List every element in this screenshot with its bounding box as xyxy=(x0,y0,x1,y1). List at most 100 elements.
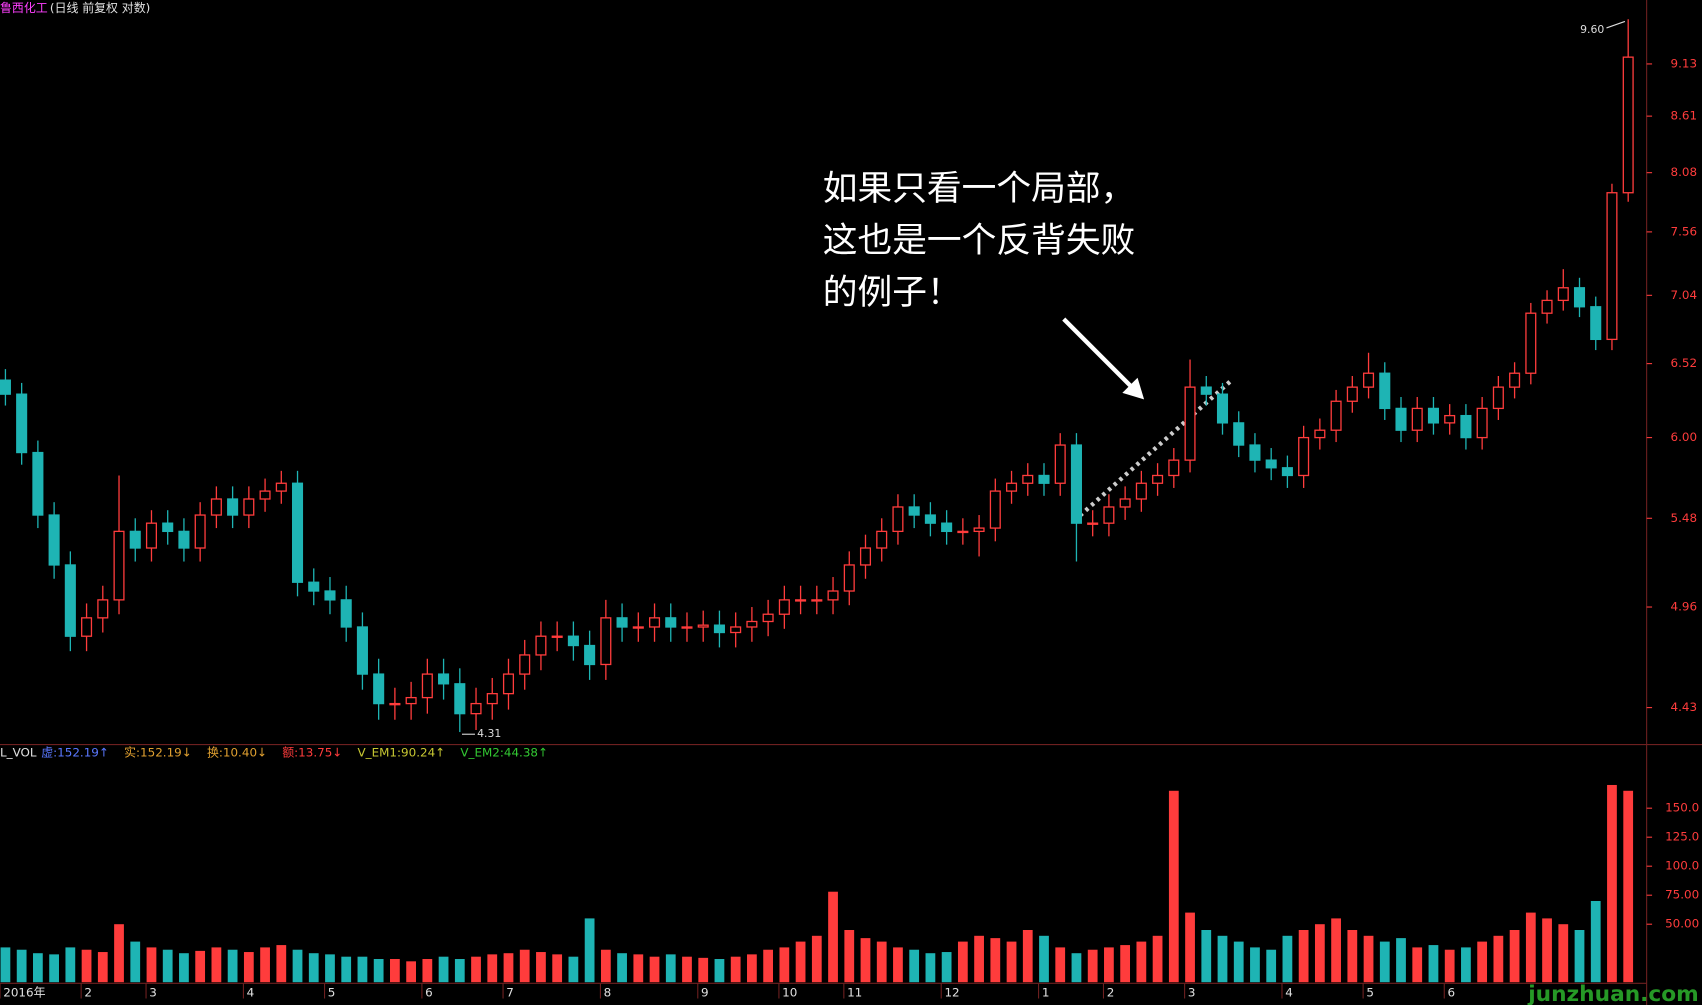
stock-name: 鲁西化工 xyxy=(0,1,48,15)
volume-bar xyxy=(276,945,287,983)
y-tick-label: 150.0 xyxy=(1665,801,1699,815)
x-tick-label: 7 xyxy=(506,986,514,1000)
candle-body xyxy=(421,673,433,699)
candle-body xyxy=(145,522,158,549)
volume-bar xyxy=(49,954,59,983)
candle-body xyxy=(876,530,888,549)
volume-bar xyxy=(909,949,920,983)
candle-body xyxy=(730,626,742,634)
candle-body xyxy=(210,498,222,516)
volume-bar xyxy=(1412,947,1423,983)
candle-body xyxy=(194,514,206,549)
candle-body xyxy=(584,644,596,666)
candle-body xyxy=(291,482,304,583)
volume-bar xyxy=(1396,938,1406,983)
candle-body xyxy=(32,451,44,516)
volume-bar xyxy=(1022,930,1033,983)
candle-body xyxy=(1427,407,1439,424)
candle-body xyxy=(1476,407,1488,439)
candle-body xyxy=(0,379,11,395)
candle-body xyxy=(308,581,320,592)
volume-bar xyxy=(876,941,887,983)
candle-body xyxy=(64,564,76,637)
volume-bar xyxy=(974,935,984,983)
candle-body xyxy=(973,527,985,533)
x-tick-label: 4 xyxy=(247,986,255,1000)
candle-body xyxy=(1038,474,1050,484)
volume-bar xyxy=(1136,941,1147,983)
candle-body xyxy=(989,490,1001,529)
candle-body xyxy=(81,617,93,637)
volume-bar xyxy=(519,949,530,983)
min-label: 4.31 xyxy=(477,727,501,740)
candle-body xyxy=(746,620,758,628)
volume-bar xyxy=(665,954,676,983)
candle-body xyxy=(486,692,498,705)
volume-bar xyxy=(438,956,449,983)
volume-bar xyxy=(1071,953,1082,983)
candle-body xyxy=(1200,386,1212,395)
volume-bar xyxy=(698,957,709,983)
candle-body xyxy=(1622,56,1634,194)
volume-bar xyxy=(503,953,514,983)
candle-body xyxy=(843,564,855,592)
candle-body xyxy=(713,624,725,634)
volume-bar xyxy=(1509,930,1520,983)
candle-body xyxy=(600,617,612,666)
volume-bar xyxy=(1152,935,1163,983)
candle-body xyxy=(1054,444,1066,484)
candle-body xyxy=(16,393,28,454)
volume-bar xyxy=(1039,935,1049,983)
volume-bar xyxy=(1168,790,1179,983)
volume-bar xyxy=(844,930,855,983)
volume-bar xyxy=(373,959,384,983)
x-tick-label: 6 xyxy=(1448,986,1456,1000)
volume-bar xyxy=(795,941,806,983)
volume-bar xyxy=(487,954,498,983)
x-tick-label: 5 xyxy=(1366,986,1374,1000)
x-tick-label: 11 xyxy=(847,986,862,1000)
candle-body xyxy=(778,599,790,615)
candle-body xyxy=(908,506,920,516)
volume-bar xyxy=(146,947,157,983)
volume-bar xyxy=(325,954,335,983)
volume-bar xyxy=(179,953,189,983)
y-tick-label: 5.48 xyxy=(1671,511,1698,525)
candle-body xyxy=(454,683,466,715)
volume-bar xyxy=(1379,941,1390,983)
volume-bar xyxy=(1493,935,1504,983)
x-tick-label: 2 xyxy=(84,986,92,1000)
volume-bar xyxy=(1428,945,1439,983)
volume-bar xyxy=(422,959,433,983)
annotation-arrow xyxy=(1062,317,1137,393)
volume-bar xyxy=(471,956,481,983)
volume-bar xyxy=(195,950,206,983)
x-tick-label: 6 xyxy=(425,986,433,1000)
y-tick-label: 9.13 xyxy=(1671,56,1698,70)
volume-bar xyxy=(1331,918,1341,983)
volume-bar xyxy=(714,959,725,983)
volume-bar xyxy=(1250,947,1260,983)
x-tick-label: 3 xyxy=(1188,986,1196,1000)
candle-body xyxy=(924,514,936,524)
volume-bar xyxy=(1087,949,1098,983)
volume-bar xyxy=(779,947,790,983)
volume-bar xyxy=(454,959,465,983)
volume-bar xyxy=(1217,935,1228,983)
volume-bar xyxy=(1298,930,1309,983)
candle-body xyxy=(470,702,482,715)
candle-body xyxy=(243,498,255,516)
volume-bar xyxy=(211,947,222,983)
x-tick-label: 8 xyxy=(604,986,612,1000)
candle-body xyxy=(97,599,109,619)
volume-bar xyxy=(1055,947,1066,983)
volume-bar xyxy=(130,941,141,983)
candle-body xyxy=(1281,467,1293,477)
candle-body xyxy=(389,702,401,706)
volume-bar xyxy=(65,947,76,983)
candle-body xyxy=(1460,414,1472,439)
candle-body xyxy=(665,617,677,628)
candle-body xyxy=(1411,407,1423,431)
volume-bar xyxy=(568,956,579,983)
